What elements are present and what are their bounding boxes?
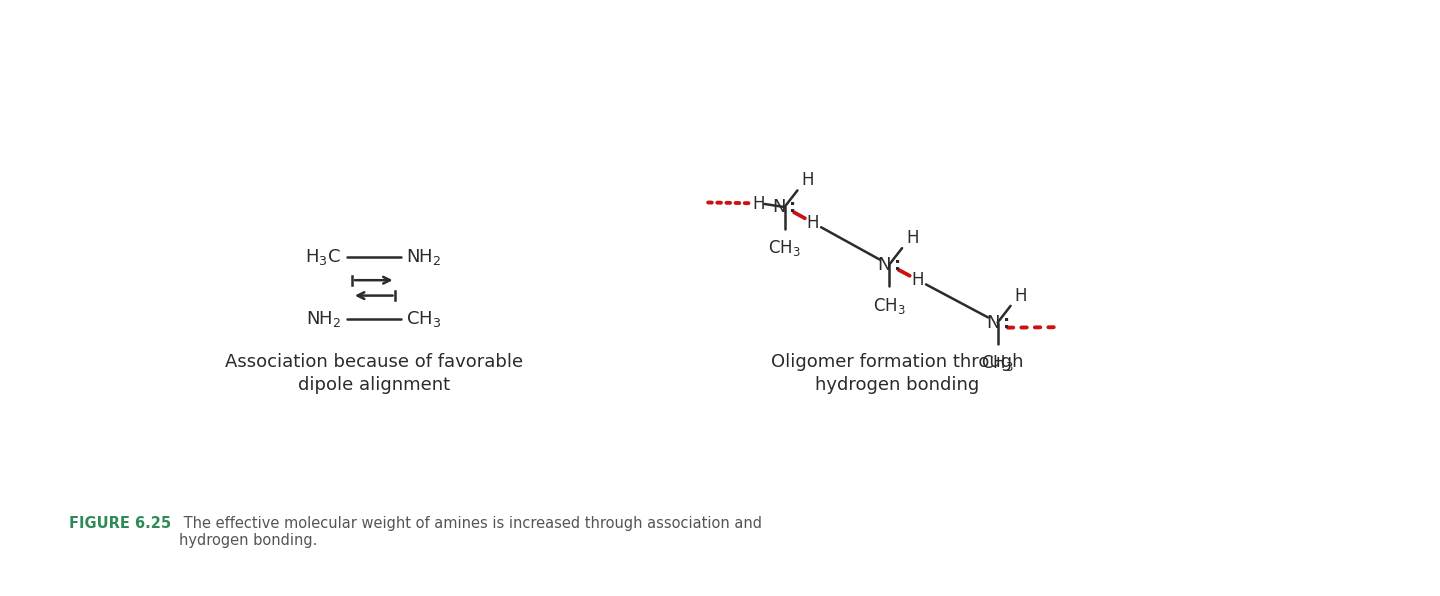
Text: FIGURE 6.25: FIGURE 6.25 xyxy=(69,516,171,530)
Text: H: H xyxy=(1014,287,1027,305)
Text: hydrogen bonding: hydrogen bonding xyxy=(815,377,979,395)
Text: Association because of favorable: Association because of favorable xyxy=(225,353,523,371)
Text: H$_3$C: H$_3$C xyxy=(305,247,341,267)
Text: N$\mathbf{:}$: N$\mathbf{:}$ xyxy=(985,313,1009,331)
Text: H: H xyxy=(912,271,924,289)
Text: H: H xyxy=(806,214,819,232)
Text: dipole alignment: dipole alignment xyxy=(298,377,449,395)
Text: H: H xyxy=(906,229,919,247)
Text: H: H xyxy=(801,172,814,190)
Text: Oligomer formation through: Oligomer formation through xyxy=(770,353,1024,371)
Text: CH$_3$: CH$_3$ xyxy=(981,353,1014,373)
Text: NH$_2$: NH$_2$ xyxy=(305,309,341,328)
Text: The effective molecular weight of amines is increased through association and
hy: The effective molecular weight of amines… xyxy=(179,516,762,548)
Text: NH$_2$: NH$_2$ xyxy=(406,247,442,267)
Text: N$\mathbf{:}$: N$\mathbf{:}$ xyxy=(877,256,901,274)
Text: CH$_3$: CH$_3$ xyxy=(768,238,801,258)
Text: H: H xyxy=(752,195,765,213)
Text: CH$_3$: CH$_3$ xyxy=(406,309,442,328)
Text: CH$_3$: CH$_3$ xyxy=(873,296,906,316)
Text: N$\mathbf{:}$: N$\mathbf{:}$ xyxy=(772,198,796,216)
